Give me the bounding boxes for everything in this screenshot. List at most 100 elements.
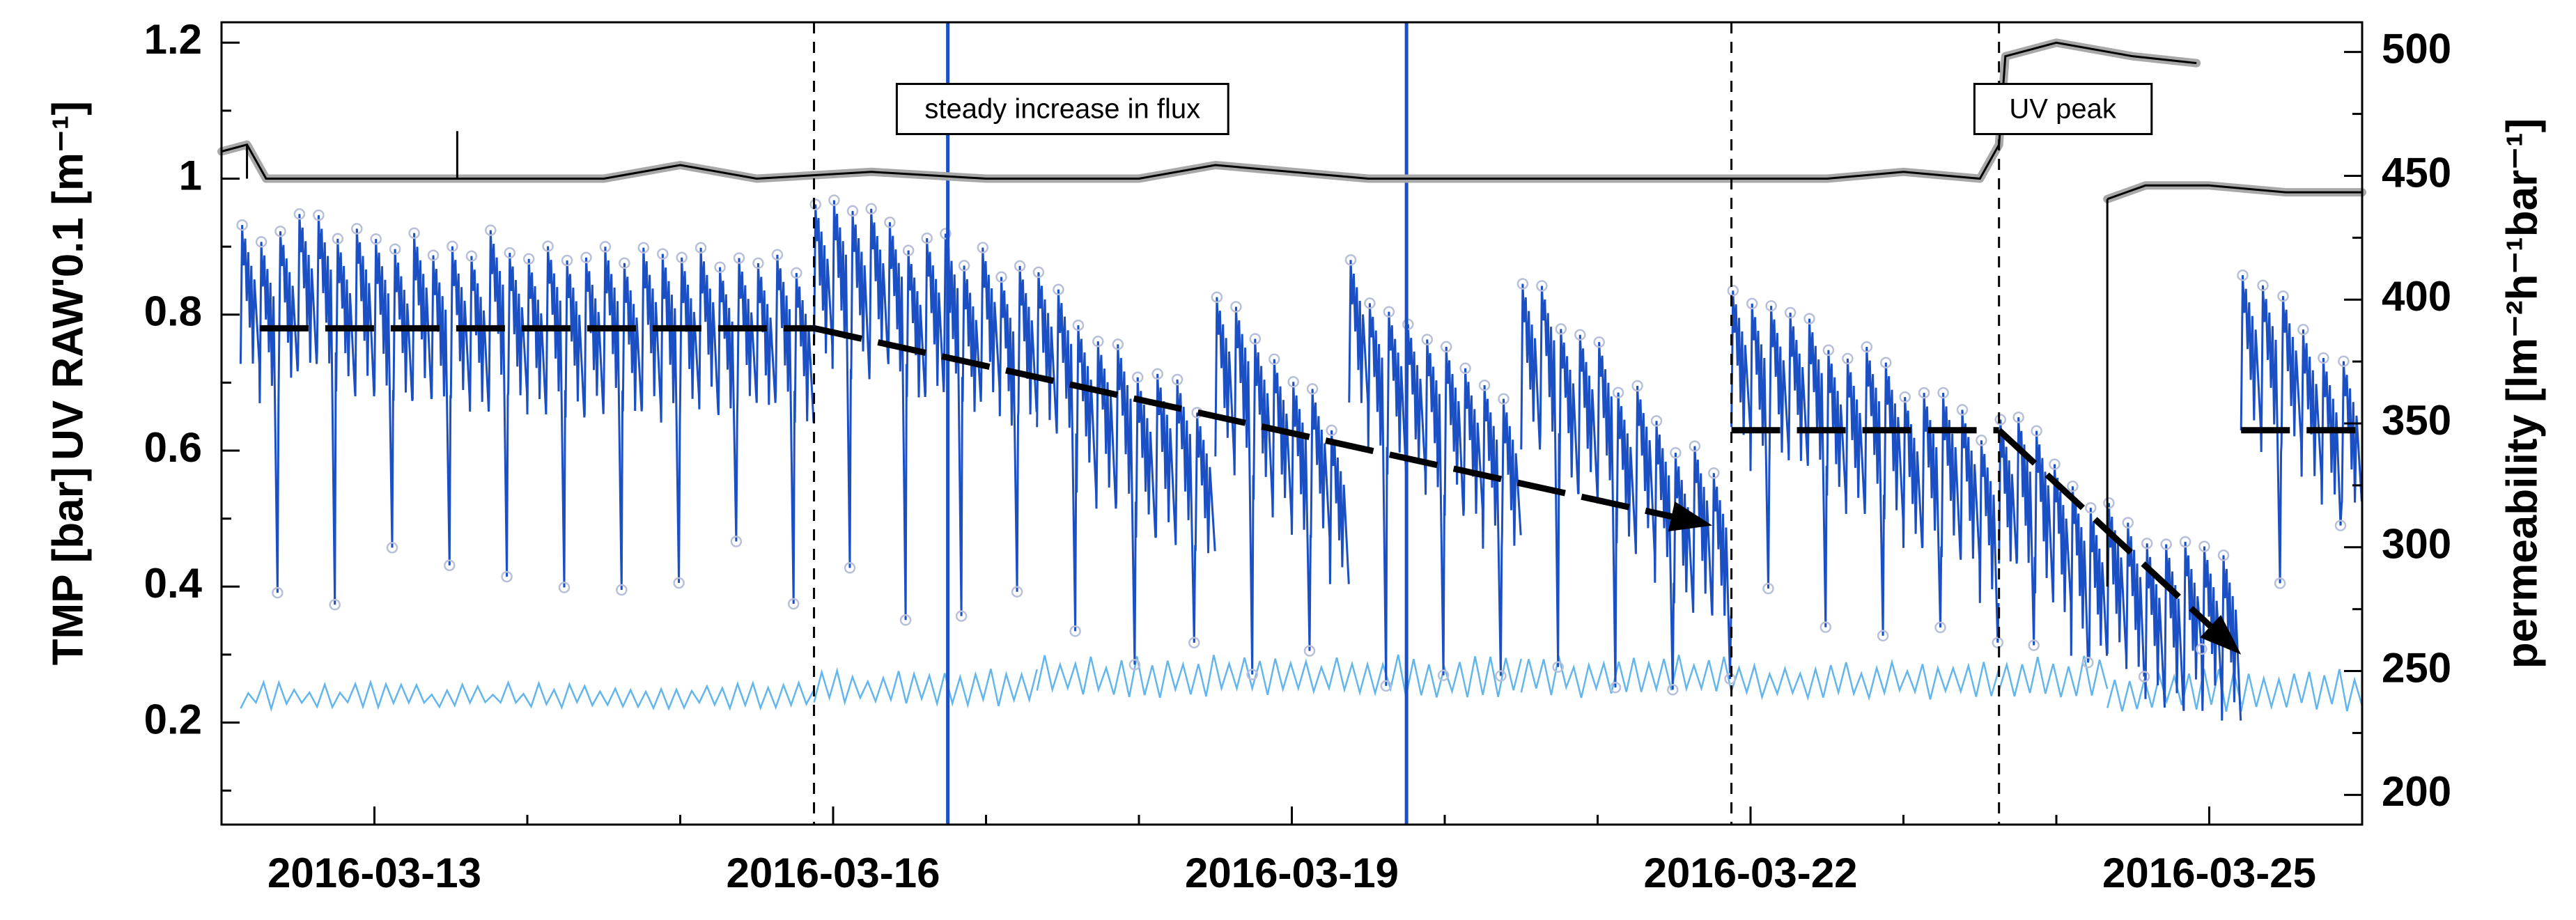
tmp-series-point [599, 241, 612, 253]
tmp-series-point [2334, 520, 2347, 531]
tmp-series-point [730, 536, 743, 547]
tmp-series-point [485, 224, 497, 236]
annotation-uv-peak-text: UV peak [2009, 93, 2116, 124]
tmp-series-point [1287, 376, 1299, 388]
left-tick-label: 1 [179, 152, 202, 198]
tmp-series-point [1326, 424, 1337, 437]
tmp-series-point [1536, 280, 1548, 292]
left-axis-label-uv: UV RAW'0.1 [m⁻¹] [44, 101, 92, 460]
tmp-series-point [558, 582, 571, 593]
right-tick-label: 350 [2382, 397, 2451, 444]
tmp-series-point [2274, 577, 2286, 589]
tmp-series-point [389, 243, 401, 255]
tmp-series-point [1784, 306, 1797, 319]
tmp-series-point [1053, 283, 1064, 295]
tmp-series-point [1364, 297, 1376, 309]
uv-series-line [1998, 655, 2109, 698]
tmp-series-point [501, 570, 513, 583]
annotation-box [895, 83, 1229, 135]
left-axis-label-tmp: TMP [bar] [44, 467, 92, 666]
right-tick-label: 250 [2382, 644, 2451, 691]
tmp-series-point [884, 216, 896, 228]
tmp-series-point [2160, 538, 2172, 550]
tmp-series-point [2028, 639, 2040, 651]
tmp-series-point [1552, 661, 1564, 673]
tmp-series-point [2067, 481, 2079, 492]
trend-line [1996, 428, 2223, 639]
annotation-box [1973, 83, 2153, 135]
tmp-series-point [619, 257, 630, 270]
tmp-series-point [1268, 353, 1280, 366]
tmp-series-point [370, 233, 382, 245]
tmp-series-point [1877, 630, 1889, 642]
tmp-series-point [1934, 621, 1946, 634]
series-uv-layer [240, 654, 2364, 712]
tmp-series-point [1746, 297, 1758, 310]
right-tick-label: 450 [2382, 149, 2451, 196]
tmp-series-point [828, 194, 840, 206]
permeability-series-line-2 [2106, 184, 2362, 201]
tmp-series-point [580, 251, 592, 264]
tmp-series-point [561, 254, 573, 267]
tmp-series-line [1730, 290, 2000, 643]
tmp-series-point [427, 249, 440, 261]
tmp-series-line [1214, 297, 1350, 675]
tmp-series-point [1249, 333, 1262, 345]
tmp-series-point [1421, 334, 1434, 345]
tmp-series-line [2240, 275, 2363, 584]
tmp-series-line [2106, 503, 2242, 721]
tmp-series-point [329, 598, 341, 611]
tmp-series-point [1667, 684, 1679, 696]
tmp-series-point [1188, 637, 1200, 649]
tmp-series-point [444, 559, 456, 572]
tmp-series-point [1956, 404, 1969, 416]
tmp-series-point [236, 219, 248, 231]
x-tick-label: 2016-03-25 [2102, 850, 2316, 896]
tmp-series-point [1011, 586, 1023, 598]
tmp-series-point [1861, 341, 1873, 353]
tmp-series-point [1440, 341, 1452, 353]
tmp-series-point [2085, 501, 2097, 514]
tmp-series-point [2122, 517, 2134, 529]
tmp-series-point [2049, 458, 2061, 470]
x-tick-label: 2016-03-22 [1644, 850, 1858, 896]
tmp-series-point [1727, 285, 1739, 297]
tmp-series-point [1724, 673, 1736, 685]
tmp-series-point [2196, 643, 2208, 655]
tmp-series-point [1032, 266, 1045, 279]
tmp-series-point [1918, 387, 1930, 399]
tmp-series-point [865, 203, 877, 215]
tmp-series-line [1348, 260, 1522, 686]
tmp-series-point [714, 261, 726, 273]
tmp-series-point [846, 205, 859, 217]
tmp-series-point [504, 247, 516, 259]
tmp-series-point [2318, 352, 2329, 364]
tmp-series-point [1899, 391, 1911, 403]
tmp-series-point [1612, 387, 1624, 398]
tmp-series-point [2012, 411, 2024, 423]
tmp-series-point [1131, 371, 1144, 384]
tmp-series-point [1380, 680, 1392, 692]
right-tick-label: 500 [2382, 26, 2451, 72]
tmp-series-point [522, 253, 535, 265]
tmp-series-point [940, 228, 952, 240]
tmp-series-point [1112, 338, 1124, 350]
left-tick-label: 0.4 [144, 560, 203, 607]
tmp-series-point [1171, 373, 1184, 386]
uv-series-line [1036, 654, 1523, 699]
tmp-series-point [1437, 669, 1450, 681]
tmp-series-point [1609, 681, 1622, 694]
tmp-series-point [1092, 335, 1104, 348]
tmp-series-point [1478, 379, 1491, 391]
tmp-series-point [1992, 637, 2004, 648]
tmp-series-point [1246, 669, 1258, 680]
uv-series-line [2240, 669, 2364, 712]
annotation-steady-increase: steady increase in flux [895, 83, 1229, 135]
right-tick-label: 400 [2382, 273, 2451, 320]
tmp-series-point [1516, 278, 1529, 290]
tmp-series-point [1383, 306, 1395, 318]
tmp-series-point [695, 242, 707, 254]
vertical-markers [813, 22, 2001, 825]
plot-frame [220, 21, 2364, 826]
